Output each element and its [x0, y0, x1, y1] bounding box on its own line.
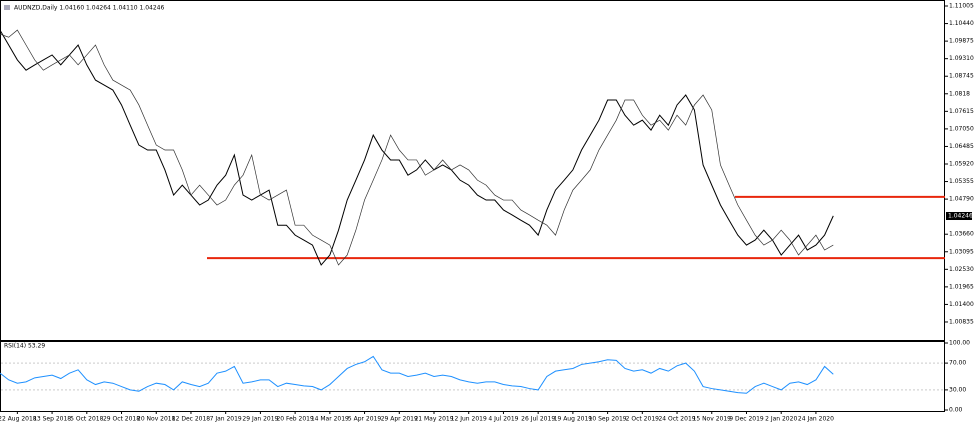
x-tick-label: 15 Nov 2019 — [693, 416, 732, 423]
x-tick-label: 29 Apr 2019 — [381, 416, 418, 423]
y-tick-label: 1.00835 — [949, 318, 974, 325]
y-tick-label: 1.05920 — [949, 160, 974, 167]
x-tick-label: 29 Oct 2018 — [103, 416, 140, 423]
rsi-line — [0, 355, 834, 394]
x-tick-label: 21 May 2019 — [414, 416, 453, 423]
current-price-label: 1.04246 — [948, 213, 973, 220]
x-tick-label: 9 Dec 2019 — [729, 416, 764, 423]
y-tick-label: 70.00 — [949, 360, 966, 367]
current-price-box — [946, 212, 972, 221]
x-tick-label: 19 Aug 2019 — [554, 416, 593, 423]
x-tick-label: 5 Oct 2018 — [70, 416, 103, 423]
x-tick-label: 5 Apr 2019 — [348, 416, 381, 423]
y-tick-label: 1.09310 — [949, 55, 974, 62]
y-tick-label: 1.06485 — [949, 143, 974, 150]
y-tick-label: 1.01965 — [949, 283, 974, 290]
x-tick-label: 26 Jul 2019 — [521, 416, 555, 423]
y-tick-label: 1.04790 — [949, 196, 974, 203]
main-panel-frame — [0, 0, 945, 341]
x-tick-label: 12 Dec 2018 — [172, 416, 211, 423]
x-tick-label: 4 Jul 2019 — [488, 416, 518, 423]
x-tick-label: 10 Sep 2019 — [589, 416, 627, 423]
x-tick-label: 20 Feb 2019 — [276, 416, 314, 423]
y-tick-label: 1.07615 — [949, 108, 974, 115]
y-tick-label: 1.03095 — [949, 248, 974, 255]
y-tick-label: 1.03660 — [949, 231, 974, 238]
x-tick-label: 2 Oct 2019 — [626, 416, 659, 423]
x-tick-label: 14 Mar 2019 — [311, 416, 349, 423]
x-tick-label: 20 Nov 2018 — [137, 416, 176, 423]
x-tick-label: 29 Jan 2019 — [242, 416, 278, 423]
x-tick-label: 12 Jun 2019 — [451, 416, 487, 423]
rsi-title: RSI(14) 53.29 — [4, 343, 45, 350]
x-tick-label: 22 Aug 2018 — [0, 416, 37, 423]
x-tick-label: 13 Sep 2018 — [33, 416, 71, 423]
y-tick-label: 1.09875 — [949, 38, 974, 45]
y-tick-label: 100.00 — [949, 340, 970, 347]
y-tick-label: 30.00 — [949, 386, 966, 393]
x-tick-label: 24 Jan 2020 — [798, 416, 834, 423]
y-tick-label: 1.07050 — [949, 125, 974, 132]
y-tick-label: 1.08745 — [949, 73, 974, 80]
y-tick-label: 1.01400 — [949, 301, 974, 308]
y-tick-label: 1.11005 — [949, 3, 974, 10]
moving-average — [0, 29, 834, 266]
chart-title: AUDNZD,Daily 1.04160 1.04264 1.04110 1.0… — [14, 5, 164, 12]
price-line — [0, 29, 834, 266]
y-tick-label: 1.10440 — [949, 20, 974, 27]
x-tick-label: 24 Oct 2019 — [658, 416, 695, 423]
rsi-panel-frame — [0, 341, 945, 412]
y-tick-label: 1.05355 — [949, 178, 974, 185]
x-tick-label: 2 Jan 2020 — [765, 416, 797, 423]
x-tick-label: 7 Jan 2019 — [210, 416, 242, 423]
y-tick-label: 0.00 — [949, 407, 963, 414]
y-tick-label: 1.0818 — [949, 90, 970, 97]
y-tick-label: 1.02530 — [949, 266, 974, 273]
symbol-icon — [4, 5, 10, 10]
